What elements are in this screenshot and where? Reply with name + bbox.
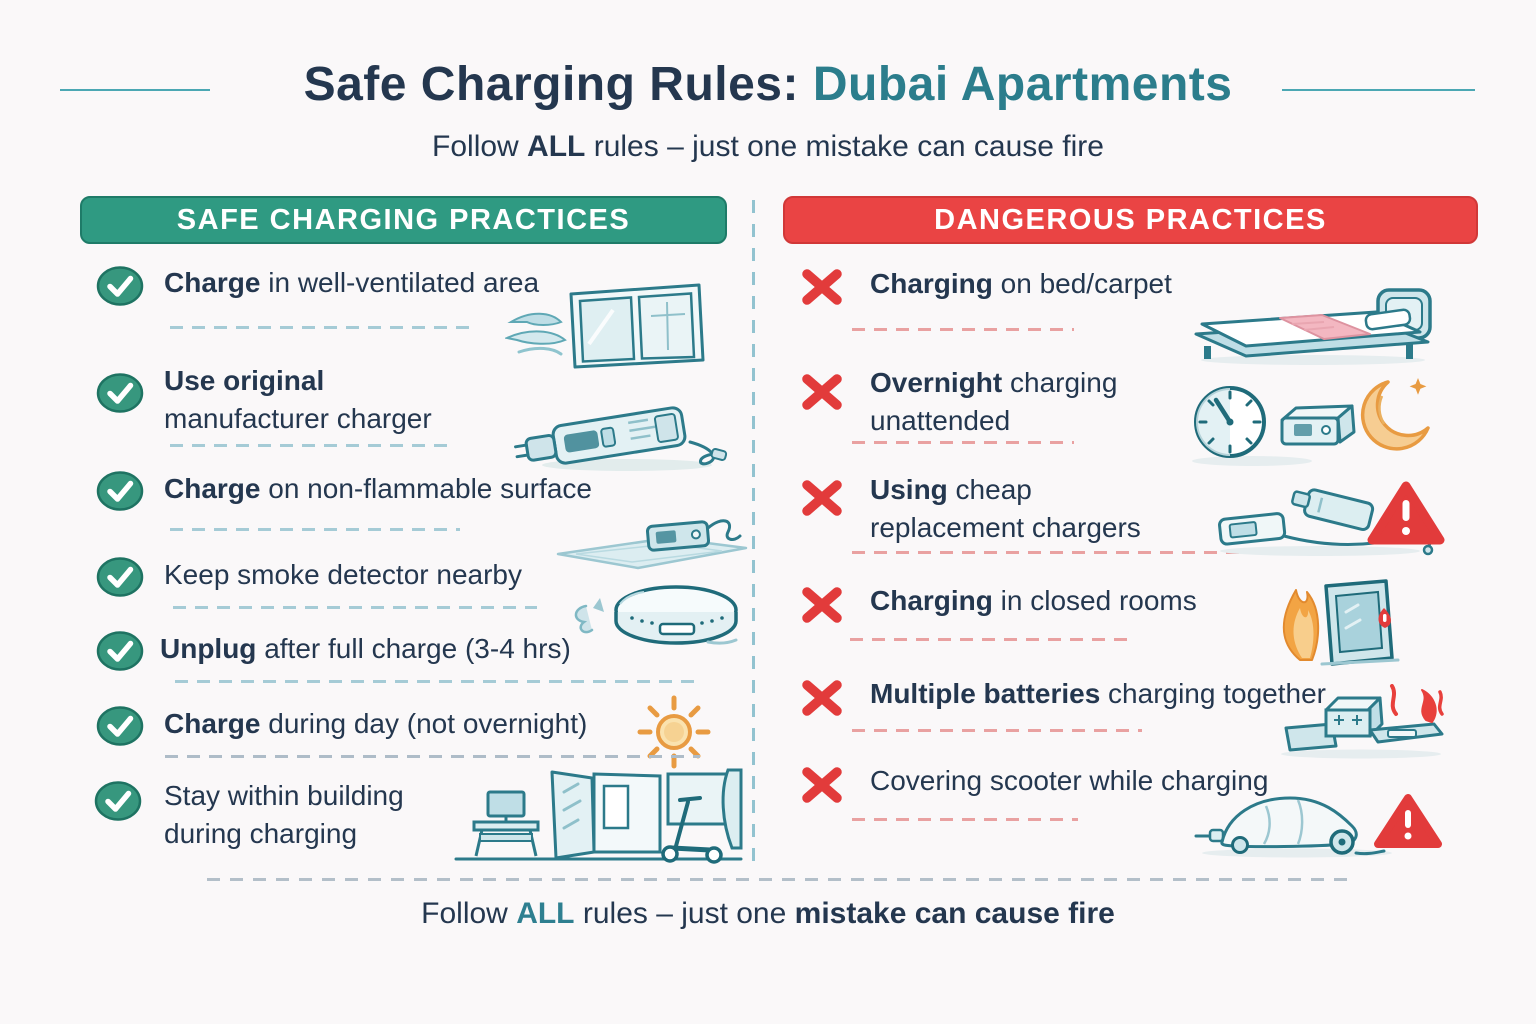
- safe-item-2: Use original manufacturer charger: [164, 365, 432, 434]
- check-icon: [96, 557, 144, 597]
- safe-item-5: Unplug after full charge (3-4 hrs): [160, 633, 571, 664]
- separator-dashed: [170, 444, 450, 447]
- safe-item-7: Stay within building during charging: [164, 780, 404, 849]
- danger-item-3: Using cheap replacement chargers: [870, 474, 1141, 543]
- footer-emphasis: mistake can cause fire: [794, 897, 1115, 930]
- cheap-chargers-warning-icon: [1210, 474, 1450, 563]
- cross-icon: [798, 585, 846, 625]
- burning-batteries-icon: [1276, 684, 1451, 765]
- separator-dashed: [170, 326, 470, 329]
- window-ventilation-icon: [503, 282, 710, 375]
- footer-all: ALL: [516, 897, 575, 930]
- danger-column-header: DANGEROUS PRACTICES: [783, 196, 1478, 244]
- safe-item-6: Charge during day (not overnight): [164, 708, 588, 739]
- charger-on-mat-icon: [550, 506, 750, 577]
- smoke-detector-icon: [560, 578, 745, 658]
- safe-item-1: Charge in well-ventilated area: [164, 267, 540, 298]
- subtitle-bold: ALL: [527, 130, 586, 163]
- safe-column-header: SAFE CHARGING PRACTICES: [80, 196, 727, 244]
- separator-dashed: [170, 528, 460, 531]
- check-icon: [96, 631, 144, 671]
- subtitle-prefix: Follow: [432, 130, 528, 163]
- separator-dashed: [852, 551, 1345, 554]
- separator-dashed: [173, 606, 537, 609]
- room-scooter-icon: [452, 762, 745, 877]
- title-main: Safe Charging Rules:: [303, 58, 799, 111]
- charger-brick-icon: [512, 390, 732, 480]
- cross-icon: [798, 478, 846, 518]
- burning-door-icon: [1266, 578, 1406, 671]
- safe-item-3: Charge on non-flammable surface: [164, 473, 592, 504]
- bed-icon: [1188, 284, 1438, 371]
- check-icon: [96, 471, 144, 511]
- separator-dashed: [850, 638, 1133, 641]
- cross-icon: [798, 372, 846, 412]
- safe-item-4: Keep smoke detector nearby: [164, 559, 522, 590]
- cross-icon: [798, 267, 846, 307]
- title-rule-left: [60, 89, 210, 91]
- separator-dashed: [852, 328, 1074, 331]
- danger-item-2: Overnight charging unattended: [870, 367, 1118, 436]
- danger-item-1: Charging on bed/carpet: [870, 268, 1172, 299]
- check-icon: [96, 706, 144, 746]
- check-icon: [96, 266, 144, 306]
- check-icon: [94, 781, 142, 821]
- covered-scooter-warning-icon: [1192, 780, 1442, 865]
- title-rule-right: [1282, 89, 1475, 91]
- page-title: Safe Charging Rules: Dubai Apartments: [0, 57, 1536, 112]
- title-accent: Dubai Apartments: [812, 58, 1233, 111]
- danger-item-5: Multiple batteries charging together: [870, 678, 1326, 709]
- separator-dashed: [175, 680, 700, 683]
- separator-dashed: [165, 755, 700, 758]
- subtitle-suffix: rules – just one mistake can cause fire: [585, 130, 1104, 163]
- footer-warning: Follow ALL rules – just one mistake can …: [38, 897, 1498, 931]
- clock-moon-charger-icon: [1182, 370, 1434, 473]
- footer-separator: [207, 878, 1347, 881]
- cross-icon: [798, 765, 846, 805]
- cross-icon: [798, 678, 846, 718]
- check-icon: [96, 373, 144, 413]
- danger-item-6: Covering scooter while charging: [870, 765, 1269, 796]
- footer-middle: rules – just one: [574, 897, 795, 930]
- danger-item-4: Charging in closed rooms: [870, 585, 1197, 616]
- separator-dashed: [852, 441, 1074, 444]
- separator-dashed: [852, 729, 1142, 732]
- sun-icon: [636, 694, 712, 775]
- subtitle: Follow ALL rules – just one mistake can …: [38, 130, 1498, 164]
- separator-dashed: [852, 818, 1078, 821]
- footer-prefix: Follow: [421, 897, 517, 930]
- column-divider: [752, 200, 755, 868]
